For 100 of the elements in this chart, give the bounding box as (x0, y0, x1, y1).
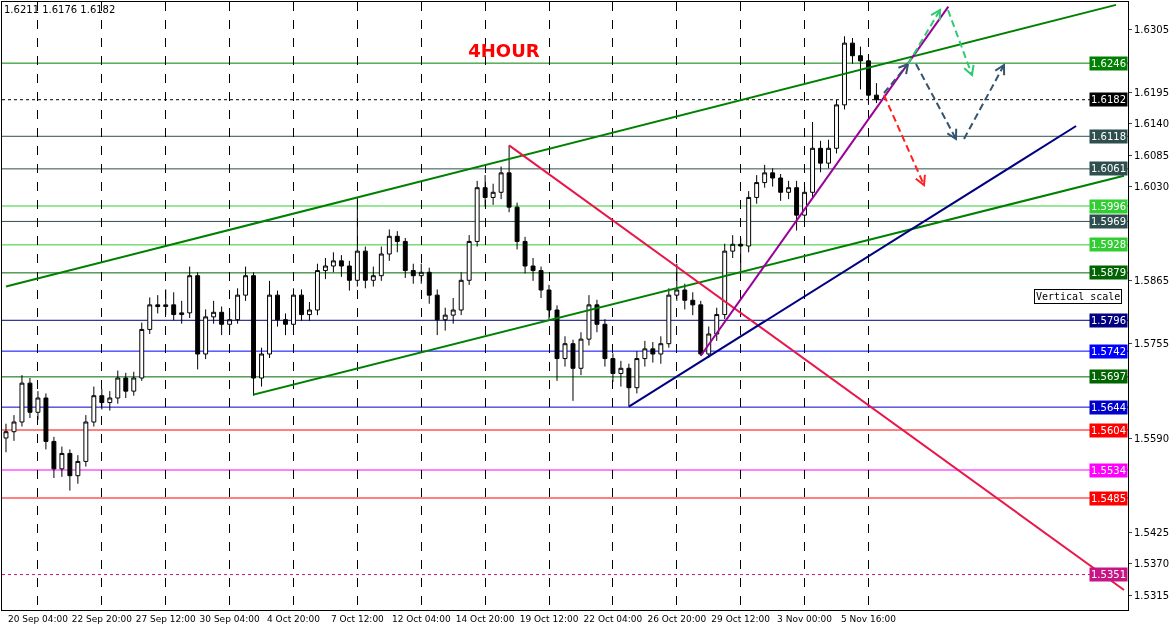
candlestick (299, 288, 304, 322)
candlestick (211, 300, 217, 325)
text: 4HOUR (468, 39, 540, 61)
x-tick-label: 19 Oct 12:00 (519, 613, 579, 624)
candlestick (314, 263, 320, 316)
candlestick (626, 363, 632, 408)
candlestick (810, 121, 816, 199)
x-tick-label: 14 Oct 20:00 (455, 613, 515, 624)
candlestick (794, 180, 800, 232)
candlestick (75, 454, 81, 485)
x-tick-label: 29 Oct 12:00 (711, 613, 771, 624)
candlestick (490, 183, 496, 206)
candlestick (602, 318, 608, 368)
candlestick (219, 306, 225, 336)
y-tick-label: 1.5315 (1134, 589, 1169, 601)
candlestick (171, 291, 177, 321)
candlestick (594, 299, 600, 333)
ref-line-label: 1.5534 (1091, 465, 1126, 476)
x-tick-label: 4 Oct 20:00 (267, 613, 321, 624)
candlestick (778, 173, 784, 202)
ref-line-label: 1.5796 (1091, 315, 1126, 326)
y-tick-label: 1.5590 (1134, 432, 1169, 444)
candlestick (394, 230, 400, 253)
ref-line-label: 1.6246 (1091, 58, 1126, 69)
candlestick (354, 196, 360, 288)
candlestick (267, 280, 272, 359)
candlestick (195, 271, 201, 370)
candlestick (442, 307, 448, 332)
candlestick (506, 144, 512, 213)
ref-line-label: 1.5697 (1091, 371, 1126, 382)
annotation: Vertical scale (1036, 291, 1121, 302)
candlestick (826, 139, 831, 169)
candlestick (11, 414, 17, 442)
candlestick (235, 287, 241, 325)
ref-line-label: 1.5996 (1091, 201, 1126, 212)
y-tick-label: 1.6140 (1134, 118, 1169, 130)
candlestick (458, 271, 464, 316)
x-tick-label: 12 Oct 04:00 (391, 613, 451, 624)
candlestick (762, 164, 768, 189)
candlestick (139, 322, 145, 382)
candlestick (538, 266, 544, 299)
candlestick (179, 300, 185, 325)
candlestick (634, 350, 640, 394)
candlestick (346, 260, 352, 292)
y-tick-label: 1.6030 (1134, 181, 1169, 193)
x-tick-label: 20 Sep 04:00 (7, 613, 69, 624)
ref-line-label: 1.5644 (1091, 402, 1126, 413)
x-tick-label: 27 Sep 12:00 (135, 613, 197, 624)
candlestick (386, 228, 392, 262)
candlestick (722, 243, 728, 320)
candlestick (123, 372, 129, 399)
candlestick (115, 370, 121, 405)
x-tick-label: 30 Sep 04:00 (199, 613, 260, 624)
candlestick (426, 267, 432, 305)
candlestick (83, 414, 89, 468)
candlestick (786, 180, 792, 200)
y-tick-label: 1.5425 (1134, 526, 1169, 538)
candlestick (650, 341, 656, 364)
y-tick-label: 1.6305 (1134, 23, 1169, 35)
ref-line-label: 1.5969 (1091, 216, 1126, 227)
candlestick (746, 190, 752, 253)
candlestick (338, 254, 344, 278)
candlestick (243, 266, 249, 302)
candlestick (147, 296, 153, 335)
candlestick (850, 37, 855, 65)
candlestick (322, 257, 328, 280)
candlestick (514, 202, 520, 250)
candlestick (754, 174, 760, 205)
candlestick (43, 392, 49, 450)
candlestick (690, 291, 696, 316)
candlestick (562, 335, 568, 368)
candlestick (698, 300, 704, 357)
candlestick (434, 288, 440, 336)
candlestick (642, 340, 648, 368)
candlestick (27, 377, 33, 419)
candlestick (682, 283, 688, 310)
candlestick (658, 335, 664, 365)
y-tick-label: 1.6195 (1134, 86, 1169, 98)
candlestick (378, 246, 384, 282)
candlestick (474, 180, 480, 248)
candlestick (578, 331, 584, 376)
candlestick (91, 386, 97, 428)
candlestick (410, 263, 416, 285)
candlestick (402, 237, 408, 279)
x-tick-label: 3 Nov 00:00 (777, 613, 833, 624)
candlestick (330, 251, 336, 273)
candlestick (498, 166, 504, 200)
candlestick (818, 140, 823, 173)
candlestick (251, 271, 257, 397)
candlestick (51, 436, 57, 479)
candlestick (19, 374, 25, 428)
candlestick (586, 294, 592, 346)
y-tick-label: 1.5755 (1134, 338, 1169, 350)
x-tick-label: 7 Oct 12:00 (330, 613, 385, 624)
candlestick (570, 339, 576, 402)
ref-line-label: 1.5879 (1091, 267, 1126, 278)
candlestick (546, 284, 552, 320)
y-tick-label: 1.6085 (1134, 149, 1169, 161)
candlestick (370, 266, 376, 288)
candlestick (770, 167, 776, 188)
